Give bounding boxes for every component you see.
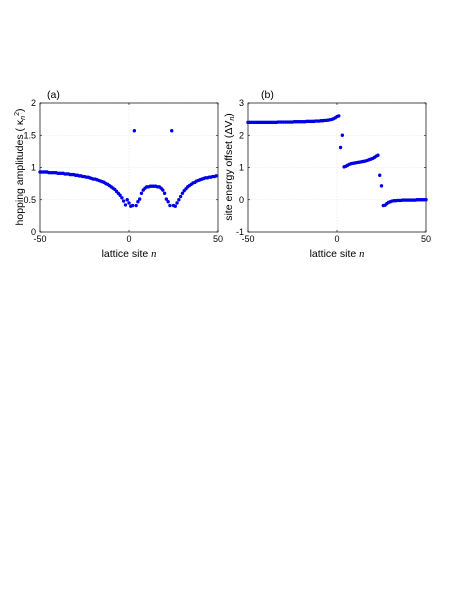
panel-a-y-axis-label: hopping amplitudes ( κn2) [14, 109, 27, 226]
y-tick-label: 3 [239, 98, 244, 108]
data-point [173, 204, 177, 208]
panel-b-y-ticks: -1 0 1 2 3 [236, 98, 426, 237]
data-point [118, 193, 122, 197]
panel-a-label: (a) [47, 89, 60, 101]
data-point [170, 129, 174, 133]
data-point [175, 201, 179, 205]
x-tick-label: 50 [421, 234, 431, 244]
y-tick-label: 1.5 [23, 130, 36, 140]
data-point [376, 153, 380, 157]
data-point [139, 191, 144, 195]
panel-b-label: (b) [261, 89, 274, 101]
y-tick-label: 1 [239, 163, 244, 173]
data-point [120, 196, 124, 200]
data-point [162, 191, 167, 195]
y-tick-label: 0 [239, 195, 244, 205]
panel-b-x-axis-label: lattice site n [310, 248, 365, 260]
x-tick-label: 50 [213, 234, 223, 244]
panel-b-y-axis-label: site energy offset (ΔVn) [223, 113, 236, 221]
data-point [164, 197, 169, 201]
data-point [424, 198, 428, 202]
data-point [161, 188, 165, 192]
y-tick-label: 2 [31, 98, 36, 108]
data-point [340, 133, 345, 137]
y-tick-label: 0 [31, 227, 36, 237]
x-tick-label: -50 [33, 234, 46, 244]
x-tick-label: 0 [334, 234, 339, 244]
x-tick-label: 0 [126, 234, 131, 244]
data-point [166, 199, 170, 204]
panel-a-grid [39, 102, 219, 233]
data-point [178, 194, 183, 199]
panel-b-x-ticks: -50 0 50 [241, 103, 431, 244]
data-point [379, 184, 384, 188]
panel-b-points [246, 114, 428, 208]
data-point [127, 201, 131, 205]
panel-a-y-ticks: 0 0.5 1 1.5 2 [23, 98, 218, 237]
data-point [123, 203, 128, 207]
data-point [378, 173, 382, 177]
data-point [121, 199, 126, 203]
y-tick-label: 1 [31, 163, 36, 173]
data-point [134, 203, 138, 208]
x-tick-label: -50 [241, 234, 254, 244]
panel-a-x-axis-label: lattice site n [102, 248, 157, 260]
data-point [125, 198, 129, 202]
data-point [180, 191, 185, 195]
panel-a: (a) -50 0 50 00.511.52 lattice site n hopp… [14, 89, 223, 260]
panel-a-points [38, 129, 218, 208]
data-point [130, 203, 135, 208]
data-point [136, 199, 140, 204]
panel-b: (b) -50 0 50 -1 0 1 2 3 lattice site n site en… [223, 89, 431, 260]
y-tick-label: 2 [239, 130, 244, 140]
data-point [337, 114, 341, 118]
data-point [132, 129, 137, 133]
data-point [168, 203, 172, 208]
data-point [338, 145, 343, 150]
data-point [214, 174, 218, 178]
y-tick-label: -1 [236, 227, 244, 237]
panel-a-x-ticks: -50 0 50 [33, 103, 223, 244]
y-tick-label: 0.5 [23, 195, 36, 205]
data-point [137, 197, 142, 201]
data-point [177, 198, 181, 202]
